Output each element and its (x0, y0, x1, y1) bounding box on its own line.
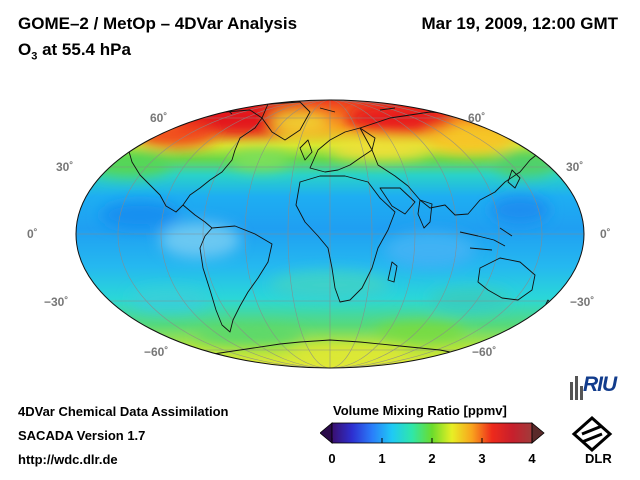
colorbar-tick-label: 0 (328, 451, 336, 466)
coast-madagascar (387, 261, 398, 283)
coast-arabia (379, 187, 416, 215)
coast-central-america (182, 204, 213, 229)
credit-version: SACADA Version 1.7 (18, 428, 146, 443)
riu-logo-bar (570, 382, 573, 400)
coast-indonesia (459, 227, 513, 251)
colorbar-tick-label: 2 (428, 451, 436, 466)
dlr-logo-mark (571, 415, 613, 452)
coast-japan (507, 169, 521, 189)
coast-south-america (199, 225, 273, 333)
lat-label-60n-left: 60˚ (150, 111, 168, 125)
riu-logo-bar (575, 376, 578, 400)
analysis-timestamp: Mar 19, 2009, 12:00 GMT (421, 14, 618, 33)
subtitle-pressure: at 55.4 hPa (37, 40, 131, 59)
lat-label-0-right: 0˚ (600, 227, 611, 241)
map-subtitle: O3 at 55.4 hPa (18, 40, 131, 62)
lat-label-30s-right: −30˚ (570, 295, 595, 309)
lat-label-60n-right: 60˚ (468, 111, 486, 125)
dlr-logo-mark (581, 424, 603, 444)
coast-europe (309, 127, 376, 173)
coast-africa (295, 175, 396, 303)
riu-logo-text: RIU (583, 373, 617, 396)
map-border (75, 99, 585, 369)
colorbar-tick-label: 1 (378, 451, 386, 466)
coast-north-america (127, 109, 263, 213)
colorbar-overflow-arrow (531, 422, 545, 444)
riu-logo (570, 376, 583, 400)
subtitle-species: O (18, 40, 32, 59)
coast-uk (299, 139, 313, 161)
ozone-field (76, 100, 584, 368)
coast-india (417, 199, 433, 229)
colorbar (320, 422, 545, 444)
colorbar-tick-label: 4 (528, 451, 536, 466)
lat-label-30s-left: −30˚ (44, 295, 69, 309)
colorbar-tick-label: 3 (478, 451, 486, 466)
lat-label-60s-left: −60˚ (144, 345, 169, 359)
lat-label-60s-right: −60˚ (472, 345, 497, 359)
lat-label-0-left: 0˚ (27, 227, 38, 241)
coast-australia (477, 257, 536, 301)
coast-antarctica (199, 339, 471, 357)
dlr-logo-text: DLR (585, 451, 612, 466)
subtitle-subscript: 3 (31, 50, 38, 63)
credit-url[interactable]: http://wdc.dlr.de (18, 452, 118, 467)
graticule (76, 100, 584, 368)
colorbar-title: Volume Mixing Ratio [ppmv] (333, 403, 507, 418)
lat-label-30n-left: 30˚ (56, 160, 74, 174)
colorbar-underflow-arrow (320, 422, 333, 444)
riu-logo-bar (580, 386, 583, 400)
coast-greenland (261, 101, 311, 141)
lat-label-30n-right: 30˚ (566, 160, 584, 174)
dlr-logo (571, 415, 613, 452)
map-title: GOME–2 / MetOp – 4DVar Analysis (18, 14, 298, 33)
credit-assimilation: 4DVar Chemical Data Assimilation (18, 404, 229, 419)
